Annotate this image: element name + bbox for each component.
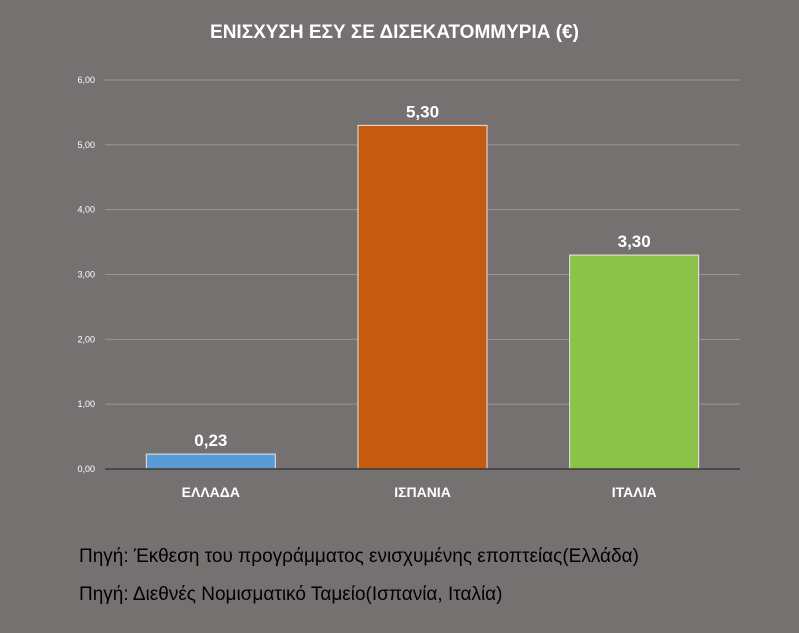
y-tick-label: 1,00 bbox=[77, 399, 95, 409]
source-note-spain-italy: Πηγή: Διεθνές Νομισματικό Ταμείο(Ισπανία… bbox=[79, 584, 503, 605]
bars bbox=[145, 124, 700, 470]
y-tick-label: 6,00 bbox=[77, 75, 95, 85]
source-note-greece: Πηγή: Έκθεση του προγράμματος ενισχυμένη… bbox=[79, 546, 639, 567]
bar bbox=[569, 254, 700, 470]
data-labels: 0,23 5,30 3,30 bbox=[194, 102, 650, 450]
chart-title: ΕΝΙΣΧΥΣΗ ΕΣΥ ΣΕ ΔΙΣΕΚΑΤΟΜΜΥΡΙΑ (€) bbox=[210, 22, 579, 43]
y-tick-label: 2,00 bbox=[77, 334, 95, 344]
y-tick-label: 0,00 bbox=[77, 464, 95, 474]
bar bbox=[357, 124, 488, 470]
x-tick-label: ΙΤΑΛΙΑ bbox=[612, 484, 657, 500]
y-tick-label: 5,00 bbox=[77, 140, 95, 150]
x-tick-label: ΕΛΛΑΔΑ bbox=[182, 484, 240, 500]
bar bbox=[145, 453, 276, 470]
data-label: 5,30 bbox=[406, 102, 439, 121]
data-label: 3,30 bbox=[618, 232, 651, 251]
x-tick-label: ΙΣΠΑΝΙΑ bbox=[394, 484, 451, 500]
y-tick-label: 4,00 bbox=[77, 205, 95, 215]
data-label: 0,23 bbox=[194, 431, 227, 450]
x-axis-ticks: ΕΛΛΑΔΑ ΙΣΠΑΝΙΑ ΙΤΑΛΙΑ bbox=[182, 484, 657, 500]
y-axis-ticks: 0,00 1,00 2,00 3,00 4,00 5,00 6,00 bbox=[77, 75, 95, 474]
y-tick-label: 3,00 bbox=[77, 270, 95, 280]
